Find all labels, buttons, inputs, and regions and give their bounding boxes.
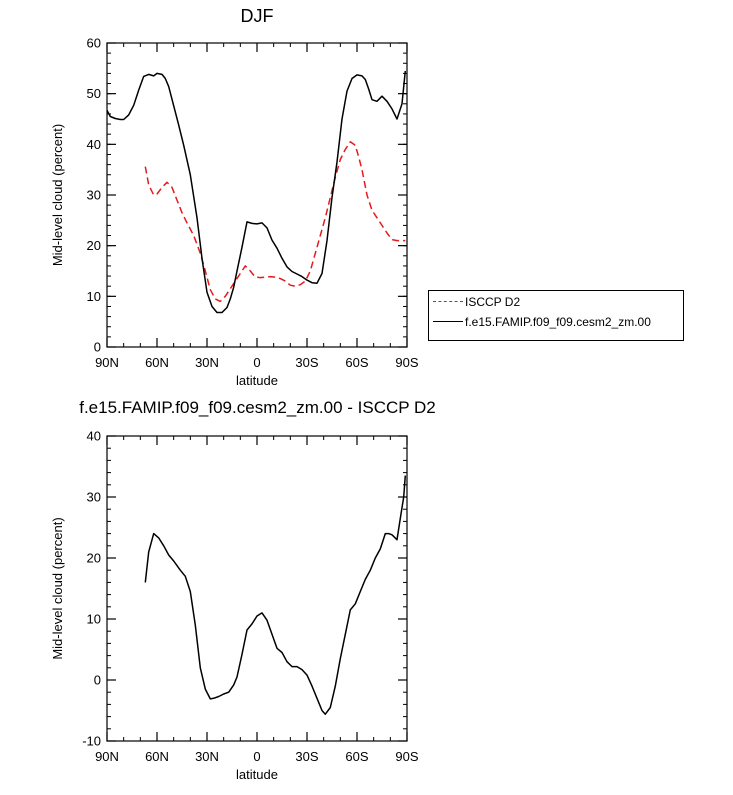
top-y-tick-label: 30 <box>87 188 101 203</box>
bottom-chart-title: f.e15.FAMIP.f09_f09.cesm2_zm.00 - ISCCP … <box>79 398 436 417</box>
top-x-tick-label: 60N <box>145 355 169 370</box>
top-series-line-1 <box>106 70 407 314</box>
bottom-x-tick-label: 0 <box>253 749 260 764</box>
bottom-y-tick-label: 20 <box>87 551 101 566</box>
top-y-tick-label: 50 <box>87 86 101 101</box>
bottom-y-axis-label: Mid-level cloud (percent) <box>50 517 65 659</box>
bottom-y-tick-label: 40 <box>87 429 101 444</box>
top-x-axis-label: latitude <box>236 373 278 388</box>
legend-item-isccp: ISCCP D2 <box>429 295 683 315</box>
top-chart: 90N 60N 30N 0 30S 60S 90S 0 10 20 30 40 50 60 latitude… <box>50 36 419 389</box>
top-y-tick-label: 0 <box>94 340 101 355</box>
bottom-y-tick-label: 10 <box>87 612 101 627</box>
legend-item-model: f.e15.FAMIP.f09_f09.cesm2_zm.00 <box>429 315 683 335</box>
legend-swatch-dashed <box>433 301 463 302</box>
legend-label-model: f.e15.FAMIP.f09_f09.cesm2_zm.00 <box>465 315 651 329</box>
bottom-x-tick-label: 90N <box>95 749 119 764</box>
bottom-x-tick-label: 60S <box>345 749 368 764</box>
top-x-tick-label: 0 <box>253 355 260 370</box>
bottom-y-tick-label: -10 <box>82 734 101 749</box>
bottom-x-tick-label: 30S <box>295 749 318 764</box>
bottom-x-tick-label: 90S <box>395 749 418 764</box>
top-y-axis-label: Mid-level cloud (percent) <box>50 124 65 266</box>
legend-label-isccp: ISCCP D2 <box>465 295 521 309</box>
bottom-series-line-0 <box>144 475 407 715</box>
bottom-y-tick-label: 0 <box>94 673 101 688</box>
legend: ISCCP D2 f.e15.FAMIP.f09_f09.cesm2_zm.00 <box>428 290 684 341</box>
top-x-tick-label: 30N <box>195 355 219 370</box>
bottom-y-tick-label: 30 <box>87 490 101 505</box>
top-y-tick-label: 10 <box>87 289 101 304</box>
top-x-tick-label: 90N <box>95 355 119 370</box>
top-series-line-0 <box>144 141 406 303</box>
bottom-x-axis-label: latitude <box>236 767 278 782</box>
top-x-tick-label: 90S <box>395 355 418 370</box>
top-y-tick-label: 20 <box>87 238 101 253</box>
top-x-tick-label: 30S <box>295 355 318 370</box>
bottom-x-tick-label: 60N <box>145 749 169 764</box>
top-y-tick-label: 60 <box>87 36 101 51</box>
bottom-x-tick-label: 30N <box>195 749 219 764</box>
top-chart-title: DJF <box>240 6 274 26</box>
top-y-tick-label: 40 <box>87 137 101 152</box>
top-x-tick-label: 60S <box>345 355 368 370</box>
legend-swatch-solid <box>433 321 463 322</box>
